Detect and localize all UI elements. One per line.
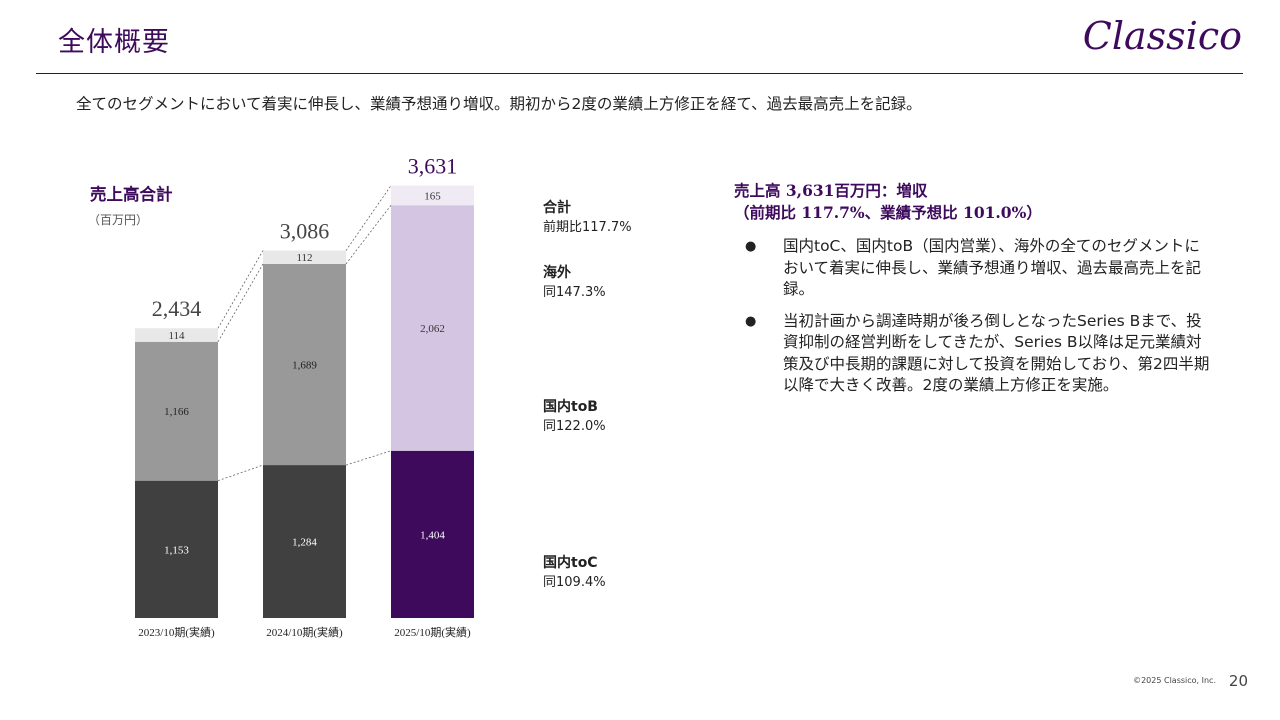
legend-domestic-toc: 国内toC 同109.4% bbox=[543, 553, 606, 593]
bar-total-label: 3,086 bbox=[280, 219, 330, 244]
summary-title-line2: （前期比 117.7%、業績予想比 101.0%） bbox=[734, 203, 1042, 222]
bar-total-label: 2,434 bbox=[152, 296, 202, 321]
summary-bullet-text: 当初計画から調達時期が後ろ倒しとなったSeries Bまで、投資抑制の経営判断を… bbox=[783, 311, 1210, 395]
bar-segment bbox=[391, 450, 474, 618]
lead-text: 全てのセグメントにおいて着実に伸長し、業績予想通り増収。期初から2度の業績上方修… bbox=[76, 95, 922, 113]
bar-total-label: 3,631 bbox=[408, 154, 458, 179]
bullet-dot-icon: ● bbox=[745, 313, 757, 329]
bar-segment bbox=[135, 328, 218, 342]
bullet-dot-icon: ● bbox=[745, 239, 757, 254]
summary-bullet-text: 国内toC、国内toB（国内営業）、海外の全てのセグメントにおいて着実に伸長し、… bbox=[783, 237, 1202, 298]
classico-logo: Classico bbox=[1082, 14, 1242, 58]
legend-domestic-tob-name: 国内toB bbox=[543, 399, 598, 415]
bar-value-label: 165 bbox=[424, 190, 441, 202]
connector-line bbox=[217, 263, 264, 343]
legend-total: 合計 前期比117.7% bbox=[543, 198, 632, 238]
chart-title: 売上高合計 bbox=[90, 185, 173, 204]
stacked-bar-chart: 1,153 1,166 114 2,434 2023/10期(実績) 1,284 1,689… bbox=[135, 154, 474, 639]
legend-total-note: 前期比117.7% bbox=[543, 220, 632, 235]
bar-value-label: 1,689 bbox=[292, 359, 317, 371]
connector-line bbox=[217, 464, 264, 482]
copyright: ©2025 Classico, Inc. bbox=[1133, 676, 1216, 685]
page-title: 全体概要 bbox=[58, 27, 170, 58]
x-tick-label: 2023/10期(実績) bbox=[138, 625, 215, 639]
legend-overseas-name: 海外 bbox=[543, 265, 571, 281]
summary-title: 売上高 3,631百万円：増収 （前期比 117.7%、業績予想比 101.0%… bbox=[734, 180, 1042, 224]
legend-domestic-toc-note: 同109.4% bbox=[543, 575, 606, 590]
legend-domestic-tob-note: 同122.0% bbox=[543, 419, 606, 434]
bar-segment bbox=[263, 465, 346, 618]
legend-overseas: 海外 同147.3% bbox=[543, 263, 606, 303]
bar-segment bbox=[263, 263, 346, 466]
header-divider bbox=[36, 73, 1243, 74]
bar-value-label: 1,153 bbox=[164, 544, 189, 556]
bar-segment bbox=[135, 480, 218, 618]
connector-line bbox=[345, 185, 392, 251]
connector-line bbox=[345, 450, 392, 466]
connector-line bbox=[217, 250, 264, 329]
summary-title-line1: 売上高 3,631百万円：増収 bbox=[734, 181, 928, 200]
summary-bullet: ● 国内toC、国内toB（国内営業）、海外の全てのセグメントにおいて着実に伸長… bbox=[745, 236, 1215, 301]
x-tick-label: 2025/10期(実績) bbox=[394, 625, 471, 639]
chart-unit: （百万円） bbox=[88, 213, 149, 227]
bar-value-label: 114 bbox=[168, 330, 185, 342]
summary-bullet: ● 当初計画から調達時期が後ろ倒しとなったSeries Bまで、投資抑制の経営判… bbox=[745, 311, 1215, 397]
legend-overseas-note: 同147.3% bbox=[543, 285, 606, 300]
legend-domestic-tob: 国内toB 同122.0% bbox=[543, 397, 606, 437]
bar-value-label: 1,404 bbox=[420, 529, 445, 541]
summary-bullets: ● 国内toC、国内toB（国内営業）、海外の全てのセグメントにおいて着実に伸長… bbox=[745, 236, 1215, 407]
bar-segment bbox=[263, 250, 346, 264]
bar-value-label: 112 bbox=[296, 252, 312, 264]
bar-segment bbox=[391, 185, 474, 206]
bar-segment bbox=[135, 341, 218, 481]
x-tick-label: 2024/10期(実績) bbox=[266, 625, 343, 639]
legend-total-name: 合計 bbox=[543, 200, 571, 216]
bar-value-label: 2,062 bbox=[420, 323, 445, 335]
bar-value-label: 1,284 bbox=[292, 537, 317, 549]
connector-line bbox=[345, 204, 392, 265]
page-number: 20 bbox=[1228, 672, 1248, 690]
bar-segment bbox=[391, 205, 474, 451]
bar-value-label: 1,166 bbox=[164, 406, 189, 418]
legend-domestic-toc-name: 国内toC bbox=[543, 555, 598, 571]
